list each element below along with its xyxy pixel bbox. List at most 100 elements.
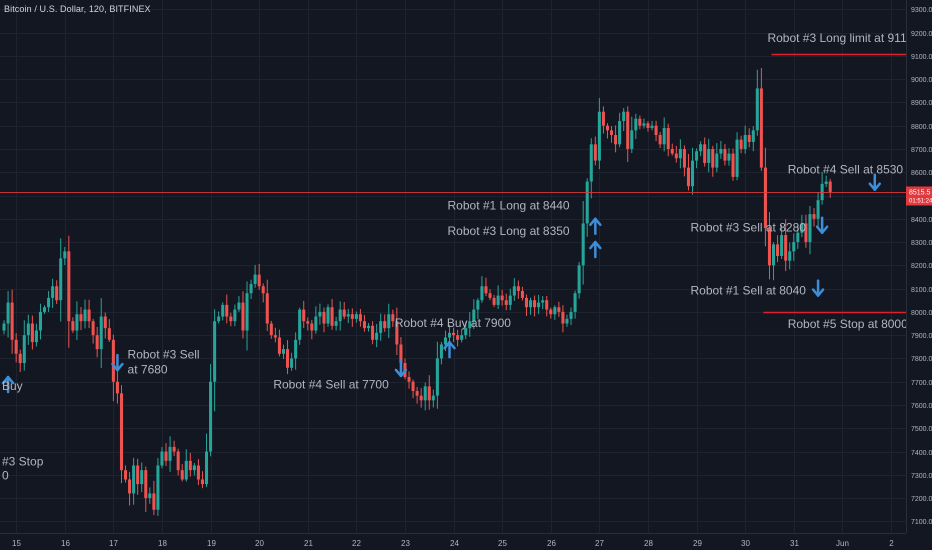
y-tick-label: 8400.0	[911, 217, 932, 224]
candle	[541, 296, 545, 310]
candle	[330, 298, 334, 330]
candle-body	[192, 465, 196, 471]
candle-body	[812, 214, 816, 219]
candle-body	[119, 393, 123, 471]
candle-body	[561, 311, 565, 324]
candle	[257, 263, 261, 290]
annotation: Robot #1 Long at 8440	[448, 198, 602, 236]
candle-body	[618, 121, 622, 145]
y-tick-label: 7100.0	[911, 519, 932, 526]
candle	[695, 148, 699, 169]
candle-body	[273, 335, 277, 338]
candle	[496, 285, 500, 309]
candle	[699, 141, 703, 157]
x-tick-label: 19	[207, 539, 216, 548]
candle-body	[658, 134, 662, 145]
candle-body	[99, 316, 103, 350]
candle	[261, 283, 265, 303]
candle	[415, 386, 419, 404]
candle-body	[747, 134, 751, 142]
arrow-down-head	[868, 182, 882, 191]
candle-body	[731, 153, 735, 177]
candle-body	[221, 304, 225, 317]
time-axis[interactable]: 15 16 17 18 19 20 21 22 23 24 25 26 27 28 29 30 31 Jun 2	[0, 533, 906, 549]
candle-body	[448, 332, 452, 338]
candle	[488, 289, 492, 301]
x-tick-label: 28	[644, 539, 653, 548]
annotation-label: Robot #4 Buy at 7900	[395, 316, 511, 330]
current-price-countdown: 01:51:24	[909, 199, 932, 205]
candle	[537, 294, 541, 315]
candle-body	[646, 123, 650, 129]
candle	[411, 379, 415, 399]
candle	[516, 280, 520, 299]
candle-body	[723, 148, 727, 161]
candle	[666, 123, 670, 157]
candle-body	[784, 235, 788, 261]
annotation-label: Robot #1 Sell at 8040	[691, 283, 807, 297]
candle	[828, 178, 832, 198]
candle-body	[265, 293, 269, 324]
candle-body	[379, 321, 383, 333]
price-axis[interactable]: 7100.0 7200.0 7300.0 7400.0 7500.0 7600.0 7700…	[906, 0, 932, 550]
candle	[707, 138, 711, 173]
candle	[213, 309, 217, 412]
candle-body	[71, 321, 75, 331]
annotation-label: Robot #3 Long limit at 9110	[767, 31, 913, 45]
candle	[634, 113, 638, 139]
candle	[508, 288, 512, 311]
candle-body	[662, 128, 666, 145]
candle	[407, 371, 411, 389]
candle	[597, 98, 601, 170]
candle	[286, 340, 290, 375]
candle-body	[597, 111, 601, 161]
candle	[715, 143, 719, 173]
candle	[132, 457, 136, 505]
candle-body	[500, 295, 504, 301]
candle-body	[804, 223, 808, 243]
candle-body	[719, 148, 723, 154]
candle	[233, 304, 237, 327]
candle-body	[205, 451, 209, 485]
candle	[484, 277, 488, 297]
candle-body	[375, 332, 379, 340]
candle-body	[387, 314, 391, 329]
x-tick-label: 25	[498, 539, 507, 548]
candle	[662, 117, 666, 152]
candle-body	[51, 286, 55, 298]
candle	[460, 329, 464, 343]
candle	[448, 324, 452, 343]
candle	[136, 458, 140, 495]
candle-body	[342, 309, 346, 317]
y-tick-label: 9000.0	[911, 77, 932, 84]
candle-body	[362, 321, 366, 329]
candle	[83, 299, 87, 329]
candle	[391, 309, 395, 327]
candle-body	[168, 446, 172, 461]
candle-body	[504, 300, 508, 305]
candle-body	[346, 314, 350, 317]
candle	[723, 144, 727, 166]
candle	[310, 319, 314, 340]
candle-body	[338, 309, 342, 322]
candle	[776, 235, 780, 263]
candle-body	[423, 386, 427, 401]
y-tick-label: 7500.0	[911, 426, 932, 433]
annotation: Buy	[1, 375, 23, 394]
candle	[209, 364, 213, 457]
candle	[529, 297, 533, 315]
candle-body	[476, 300, 480, 310]
candle-body	[103, 316, 107, 329]
candle	[646, 121, 650, 132]
candle	[99, 298, 103, 369]
candle	[759, 68, 763, 171]
candle	[156, 458, 160, 516]
candle	[755, 69, 759, 136]
candle	[107, 319, 111, 342]
candle-body	[176, 451, 180, 471]
candle	[103, 312, 107, 339]
annotation-label: Robot #4 Sell at 7700	[273, 378, 389, 392]
candle-body	[585, 181, 589, 224]
candle	[751, 126, 755, 152]
